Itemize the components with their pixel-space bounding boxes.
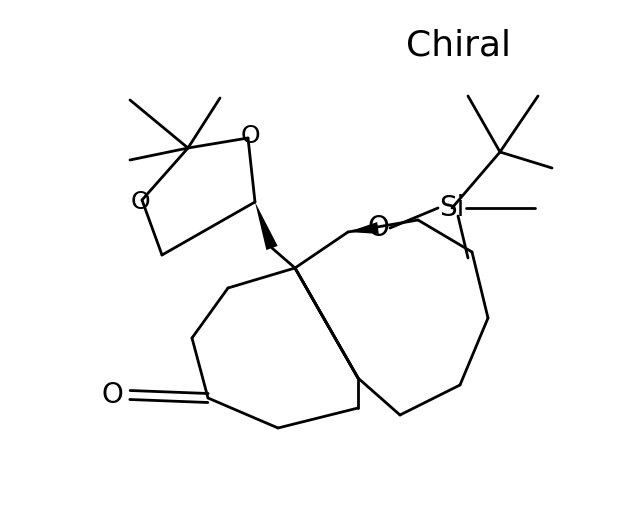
- Text: Si: Si: [439, 194, 465, 222]
- Text: Chiral: Chiral: [406, 28, 511, 62]
- Text: O: O: [130, 190, 150, 214]
- Text: O: O: [240, 124, 260, 148]
- Polygon shape: [255, 202, 278, 250]
- Text: O: O: [101, 381, 123, 409]
- Polygon shape: [348, 222, 379, 234]
- Text: O: O: [367, 214, 389, 242]
